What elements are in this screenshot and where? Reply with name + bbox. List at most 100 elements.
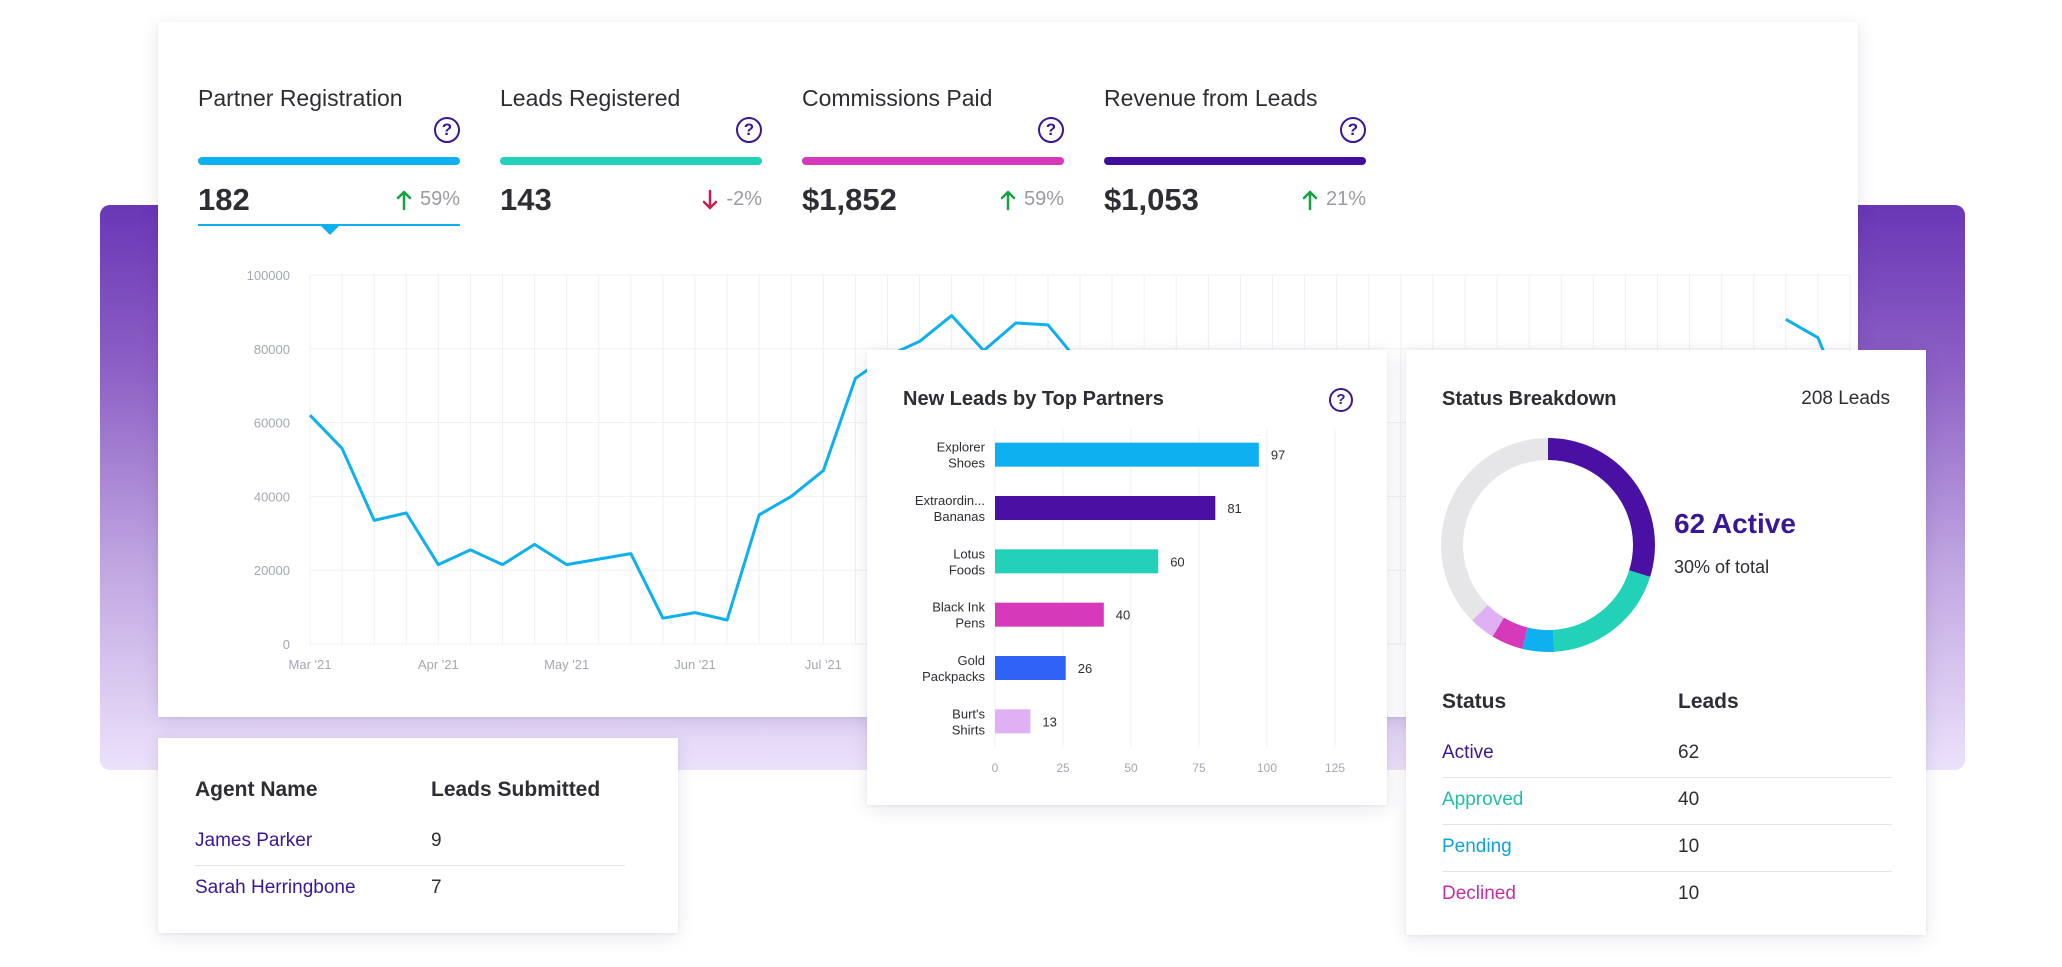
kpi-tab[interactable]: Partner Registration? 182 59% [198, 62, 460, 235]
table-row[interactable]: Pending 10 [1442, 824, 1892, 872]
kpi-change-value: 59% [1023, 188, 1064, 210]
help-icon[interactable]: ? [736, 117, 762, 143]
status-name[interactable]: Pending [1442, 836, 1512, 857]
bar-value-label: 26 [1078, 661, 1092, 676]
kpi-value: $1,852 [802, 182, 897, 217]
active-count-label: 62 Active [1674, 508, 1796, 539]
kpi-title: Revenue from Leads [1104, 85, 1318, 111]
kpi-value: $1,053 [1104, 182, 1199, 217]
top-partners-title: New Leads by Top Partners [903, 388, 1164, 410]
status-name[interactable]: Active [1442, 742, 1494, 763]
category-label: Burt's [952, 706, 985, 721]
kpi-change-value: 59% [419, 188, 460, 210]
status-breakdown-title: Status Breakdown [1442, 388, 1617, 410]
agent-leads-table: Agent Name Leads Submitted James Parker 9… [158, 738, 678, 933]
leads-submitted-header: Leads Submitted [431, 778, 601, 801]
x-tick-label: 75 [1192, 761, 1206, 775]
kpi-value: 143 [500, 182, 552, 217]
status-leads: 62 [1678, 742, 1700, 763]
selected-tab-pointer [320, 225, 340, 235]
category-label: Lotus [953, 546, 985, 561]
category-label: Black Ink [932, 600, 985, 615]
status-header: Status [1442, 690, 1507, 713]
bar [995, 602, 1104, 627]
arrow-up-icon [1000, 190, 1016, 210]
y-tick-label: 100000 [247, 268, 290, 283]
x-tick-label: Jul '21 [805, 657, 842, 672]
category-label: Packpacks [922, 669, 985, 684]
x-tick-label: Mar '21 [289, 657, 332, 672]
y-tick-label: 0 [283, 637, 290, 652]
kpi-tab[interactable]: Revenue from Leads? $1,053 21% [1104, 62, 1366, 232]
series-line [308, 314, 1082, 622]
category-label: Pens [955, 616, 985, 631]
kpi-color-bar [500, 157, 762, 165]
kpi-change: 59% [396, 188, 460, 211]
y-tick-label: 40000 [254, 489, 290, 504]
bar-value-label: 13 [1042, 714, 1056, 729]
kpi-color-bar [198, 157, 460, 165]
x-tick-label: Jun '21 [674, 657, 716, 672]
table-row[interactable]: James Parker 9 [195, 818, 625, 866]
arrow-up-icon [396, 190, 412, 210]
kpi-value: 182 [198, 182, 250, 217]
top-partners-card: New Leads by Top Partners ? 0 25 50 75 100 12… [867, 350, 1387, 805]
bar [995, 709, 1031, 734]
kpi-title: Partner Registration [198, 85, 403, 111]
kpi-color-bar [802, 157, 1064, 165]
table-row[interactable]: Active 62 [1442, 730, 1892, 778]
arrow-up-icon [1302, 190, 1318, 210]
kpi-color-bar [1104, 157, 1366, 165]
kpi-title: Leads Registered [500, 85, 681, 111]
kpi-change: -2% [702, 188, 762, 211]
bar-value-label: 81 [1227, 501, 1241, 516]
category-label: Foods [949, 562, 986, 577]
x-tick-label: May '21 [544, 657, 589, 672]
status-donut-chart [1441, 438, 1655, 652]
bar [995, 549, 1159, 574]
kpi-change: 21% [1302, 188, 1366, 211]
category-label: Shirts [952, 722, 986, 737]
agent-name[interactable]: James Parker [195, 830, 313, 851]
kpi-change-value: -2% [726, 188, 762, 210]
table-row[interactable]: Sarah Herringbone 7 [195, 865, 625, 912]
status-breakdown-card: Status Breakdown 208 Leads 62 Active 30%… [1406, 350, 1926, 935]
x-tick-label: Apr '21 [418, 657, 459, 672]
status-leads: 10 [1678, 836, 1700, 857]
arrow-down-icon [703, 189, 718, 209]
agent-name[interactable]: Sarah Herringbone [195, 877, 356, 898]
bar [995, 656, 1066, 680]
kpi-tab[interactable]: Leads Registered? 143 -2% [500, 62, 762, 232]
bar [995, 496, 1216, 520]
kpi-tab[interactable]: Commissions Paid? $1,852 59% [802, 62, 1064, 232]
y-tick-label: 20000 [254, 563, 290, 578]
status-name[interactable]: Declined [1442, 883, 1516, 904]
donut-segment-pending [1441, 438, 1655, 652]
help-icon[interactable]: ? [1340, 117, 1366, 143]
kpi-title: Commissions Paid [802, 85, 993, 111]
table-row[interactable]: Declined 10 [1442, 871, 1892, 918]
y-tick-label: 80000 [254, 342, 290, 357]
category-label: Shoes [948, 456, 985, 471]
help-icon[interactable]: ? [434, 117, 460, 143]
table-row[interactable]: Approved 40 [1442, 777, 1892, 825]
donut-segment-remaining [1441, 438, 1655, 652]
category-label: Bananas [934, 509, 986, 524]
bar-value-label: 97 [1271, 448, 1285, 463]
status-name[interactable]: Approved [1442, 789, 1524, 810]
x-tick-label: 25 [1056, 761, 1070, 775]
x-tick-label: 100 [1257, 761, 1277, 775]
kpi-change: 59% [1000, 188, 1064, 211]
leads-submitted: 9 [431, 830, 442, 851]
help-icon[interactable]: ? [1038, 117, 1064, 143]
agent-name-header: Agent Name [195, 778, 318, 801]
bar-value-label: 60 [1170, 554, 1184, 569]
category-label: Explorer [937, 440, 986, 455]
leads-header: Leads [1678, 690, 1739, 713]
leads-submitted: 7 [431, 877, 442, 898]
kpi-change-value: 21% [1325, 188, 1366, 210]
help-icon[interactable]: ? [1329, 388, 1353, 412]
x-tick-label: 50 [1124, 761, 1138, 775]
status-leads: 10 [1678, 883, 1700, 904]
